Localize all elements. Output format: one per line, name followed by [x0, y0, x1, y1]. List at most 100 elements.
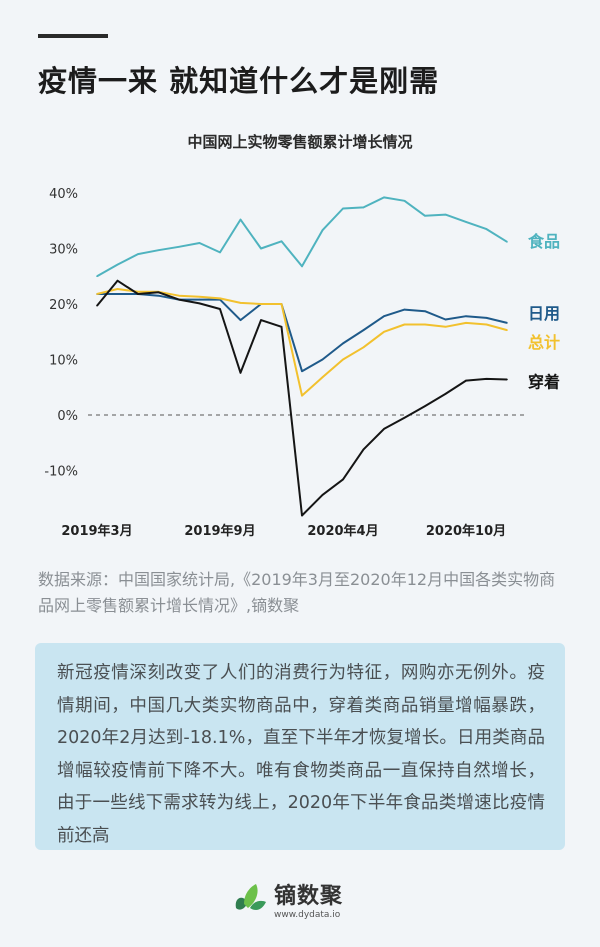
- data-point: [116, 263, 119, 266]
- data-point: [239, 302, 242, 304]
- summary-text: 新冠疫情深刻改变了人们的消费行为特征，网购亦无例外。疫情期间，中国几大类实物商品…: [57, 663, 545, 846]
- y-tick-label: 20%: [49, 298, 78, 313]
- data-point: [465, 315, 467, 318]
- data-point: [280, 303, 283, 305]
- data-point: [342, 342, 344, 345]
- data-point: [506, 378, 508, 381]
- data-point: [465, 322, 467, 324]
- data-point: [280, 325, 283, 328]
- title-accent-bar: [38, 34, 108, 38]
- data-point: [383, 315, 385, 318]
- series-label: 食品: [527, 232, 560, 251]
- data-point: [424, 323, 426, 326]
- series-line-食品: [96, 196, 508, 278]
- data-point: [465, 379, 467, 382]
- data-point: [137, 290, 139, 293]
- data-point: [506, 329, 508, 331]
- data-point: [444, 325, 447, 328]
- data-point: [157, 291, 160, 294]
- data-source: 数据来源：中国国家统计局,《2019年3月至2020年12月中国各类实物商品网上…: [38, 570, 556, 615]
- data-point: [260, 303, 262, 305]
- data-point: [260, 247, 262, 250]
- data-point: [321, 494, 324, 496]
- logo: 镝数聚 www.dydata.io: [232, 878, 343, 920]
- x-tick-label: 2019年3月: [61, 523, 132, 539]
- data-point: [424, 310, 426, 313]
- x-tick-label: 2019年9月: [184, 523, 255, 539]
- data-point: [321, 376, 324, 379]
- data-point: [198, 302, 201, 305]
- data-point: [239, 319, 242, 321]
- data-point: [444, 318, 447, 321]
- data-point: [239, 218, 242, 221]
- series-label: 日用: [528, 304, 560, 323]
- logo-name: 镝数聚: [274, 884, 344, 909]
- data-point: [444, 393, 447, 395]
- data-point: [157, 294, 160, 297]
- series-line-总计: [96, 288, 508, 397]
- data-point: [383, 196, 385, 199]
- data-point: [403, 416, 406, 419]
- data-point: [198, 298, 201, 301]
- x-tick-label: 2020年4月: [307, 523, 378, 539]
- data-point: [506, 322, 508, 324]
- data-point: [116, 288, 119, 290]
- x-tick-label: 2020年10月: [426, 523, 506, 539]
- data-point: [321, 229, 324, 231]
- y-tick-label: 10%: [49, 354, 78, 369]
- y-tick-label: 40%: [49, 187, 78, 202]
- page-title: 疫情一来 就知道什么才是刚需: [38, 64, 440, 98]
- data-point: [137, 253, 139, 255]
- data-point: [301, 514, 303, 517]
- data-point: [362, 346, 365, 349]
- series-line-穿着: [96, 279, 508, 517]
- y-tick-label: 0%: [57, 409, 78, 424]
- data-point: [280, 240, 283, 243]
- data-point: [444, 213, 447, 216]
- data-point: [301, 370, 303, 372]
- data-point: [219, 308, 221, 310]
- data-point: [239, 372, 242, 374]
- y-tick-label: 30%: [49, 243, 78, 258]
- data-point: [506, 241, 508, 243]
- data-point: [403, 199, 406, 202]
- data-point: [383, 330, 385, 333]
- data-point: [424, 405, 426, 407]
- data-point: [198, 242, 201, 244]
- series-label: 总计: [528, 333, 560, 352]
- data-point: [96, 275, 98, 278]
- logo-url: www.dydata.io: [274, 910, 341, 920]
- data-point: [485, 228, 488, 230]
- data-point: [178, 294, 180, 297]
- series-label: 穿着: [528, 372, 560, 391]
- data-point: [219, 297, 221, 300]
- data-point: [96, 304, 98, 307]
- data-point: [301, 265, 303, 268]
- data-point: [116, 293, 119, 295]
- data-point: [485, 378, 488, 380]
- chart-title: 中国网上实物零售额累计增长情况: [187, 133, 413, 151]
- data-point: [260, 319, 262, 321]
- data-point: [424, 214, 426, 217]
- data-point: [219, 251, 221, 254]
- data-point: [178, 246, 180, 248]
- data-point: [465, 221, 467, 223]
- data-point: [485, 323, 488, 326]
- data-point: [383, 428, 385, 430]
- data-point: [198, 295, 201, 298]
- series-line-日用: [97, 293, 508, 373]
- y-tick-label: -10%: [44, 465, 78, 480]
- data-point: [96, 293, 98, 295]
- data-point: [362, 329, 365, 331]
- data-point: [485, 317, 488, 319]
- leaf-logo-icon: [235, 884, 266, 910]
- data-point: [301, 394, 303, 397]
- summary-box: 新冠疫情深刻改变了人们的消费行为特征，网购亦无例外。疫情期间，中国几大类实物商品…: [35, 643, 565, 850]
- data-point: [342, 478, 344, 481]
- data-point: [157, 249, 160, 251]
- data-point: [403, 308, 406, 311]
- data-point: [362, 448, 365, 451]
- data-point: [137, 293, 139, 295]
- data-point: [178, 298, 180, 301]
- data-point: [362, 206, 365, 209]
